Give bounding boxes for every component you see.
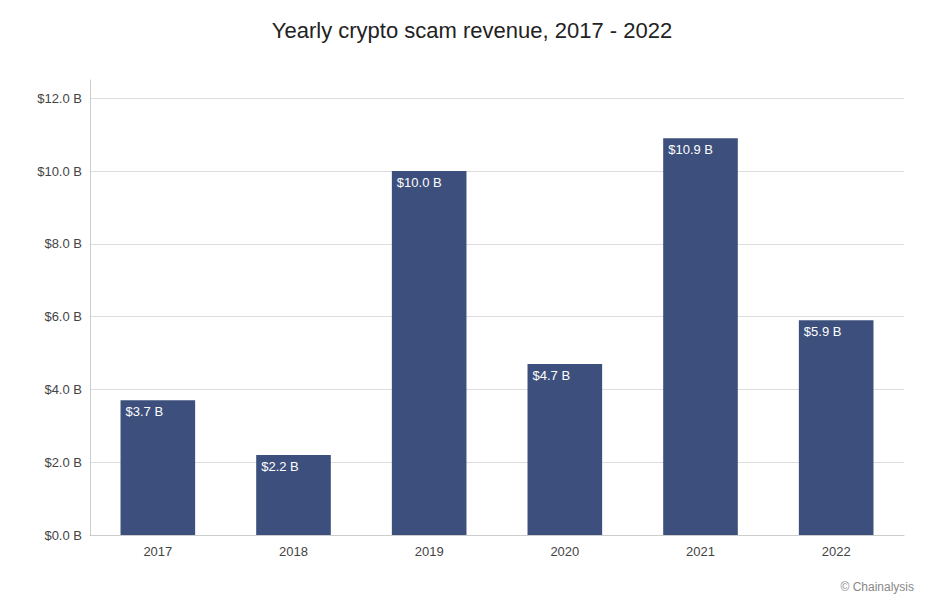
svg-text:2021: 2021 (686, 544, 715, 559)
svg-text:$3.7 B: $3.7 B (126, 404, 164, 419)
svg-text:2020: 2020 (550, 544, 579, 559)
svg-text:$12.0 B: $12.0 B (37, 91, 82, 106)
svg-text:2019: 2019 (415, 544, 444, 559)
svg-text:2018: 2018 (279, 544, 308, 559)
svg-text:$4.0 B: $4.0 B (44, 382, 82, 397)
svg-text:2022: 2022 (822, 544, 851, 559)
svg-text:$6.0 B: $6.0 B (44, 309, 82, 324)
svg-text:$0.0 B: $0.0 B (44, 528, 82, 543)
svg-text:$5.9 B: $5.9 B (804, 324, 842, 339)
svg-text:$2.2 B: $2.2 B (261, 459, 299, 474)
svg-text:$8.0 B: $8.0 B (44, 236, 82, 251)
svg-text:2017: 2017 (143, 544, 172, 559)
svg-text:$10.0 B: $10.0 B (397, 175, 442, 190)
svg-text:$10.9 B: $10.9 B (668, 142, 713, 157)
svg-text:$4.7 B: $4.7 B (533, 368, 571, 383)
svg-text:© Chainalysis: © Chainalysis (840, 580, 914, 594)
svg-text:$10.0 B: $10.0 B (37, 164, 82, 179)
svg-text:$2.0 B: $2.0 B (44, 455, 82, 470)
svg-text:Yearly crypto scam revenue, 20: Yearly crypto scam revenue, 2017 - 2022 (272, 18, 672, 43)
